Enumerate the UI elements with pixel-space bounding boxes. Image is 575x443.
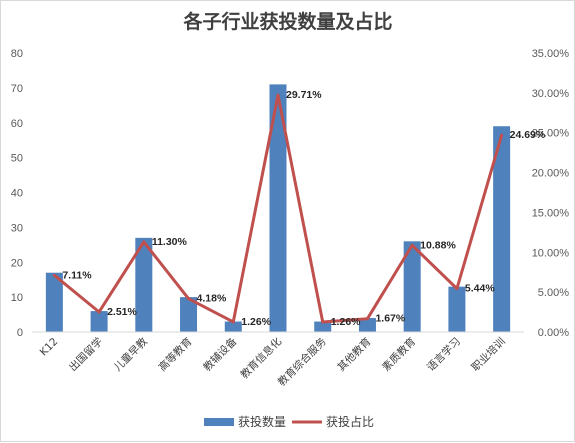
data-label: 24.69% (510, 129, 546, 141)
left-tick-label: 30 (11, 222, 23, 234)
data-label: 7.11% (62, 269, 92, 281)
category-label: 素质教育 (379, 335, 418, 374)
right-tick-label: 20.00% (532, 168, 570, 180)
line-point (142, 240, 146, 244)
category-label: 高等教育 (156, 335, 195, 374)
category-label: 职业培训 (469, 335, 508, 374)
right-tick-label: 0.00% (538, 327, 569, 339)
line-point (365, 317, 369, 321)
data-label: 1.26% (331, 316, 361, 328)
bar-series (45, 84, 511, 332)
line-point (500, 133, 504, 137)
right-tick-label: 5.00% (538, 287, 569, 299)
line-point (455, 287, 459, 291)
line-point (321, 320, 325, 324)
line-point (410, 243, 414, 247)
left-tick-label: 80 (11, 48, 23, 60)
line-point (52, 273, 56, 277)
data-label: 10.88% (420, 239, 456, 251)
left-tick-label: 60 (11, 118, 23, 130)
category-label: 其他教育 (335, 335, 374, 374)
left-tick-label: 70 (11, 83, 23, 95)
category-label: 教辅设备 (201, 335, 240, 374)
category-label: K12 (38, 336, 61, 359)
line-series: 7.11% 2.51% 11.30% 4.18% 1.26% 29.71% 1.26% 1.6… (52, 89, 546, 328)
legend-swatch-bars (204, 418, 234, 426)
data-label: 1.26% (241, 316, 271, 328)
left-tick-label: 10 (11, 292, 23, 304)
line-point (187, 297, 191, 301)
bar (180, 297, 198, 332)
category-label: 教育信息化 (238, 335, 285, 382)
bar (314, 321, 332, 332)
line-point (231, 320, 235, 324)
right-axis: 0.00% 5.00% 10.00% 15.00% 20.00% 25.00% 30.00%… (532, 48, 570, 339)
data-label: 2.51% (107, 306, 137, 318)
data-label: 1.67% (375, 313, 405, 325)
bar (269, 84, 287, 332)
legend-label-bars: 获投数量 (238, 414, 286, 429)
bar (493, 126, 511, 332)
chart-title: 各子行业获投数量及占比 (182, 10, 392, 33)
left-axis: 0 10 20 30 40 50 60 70 80 (11, 48, 23, 339)
data-label: 29.71% (286, 89, 322, 101)
left-tick-label: 50 (11, 153, 23, 165)
data-label: 11.30% (152, 236, 188, 248)
legend-label-line: 获投占比 (326, 414, 374, 429)
line-point (97, 310, 101, 314)
bar (448, 286, 466, 332)
bar (90, 311, 108, 332)
category-label: 语言学习 (424, 335, 463, 374)
left-tick-label: 20 (11, 257, 23, 269)
right-tick-label: 35.00% (532, 48, 570, 60)
data-label: 5.44% (465, 283, 495, 295)
category-label: 教育综合服务 (275, 335, 329, 389)
legend: 获投数量 获投占比 (204, 414, 374, 429)
left-tick-label: 0 (17, 327, 23, 339)
right-tick-label: 25.00% (532, 128, 570, 140)
bar (403, 241, 421, 332)
data-label: 4.18% (197, 293, 227, 305)
bar (135, 237, 153, 332)
right-tick-label: 15.00% (532, 207, 570, 219)
bar (224, 321, 242, 332)
right-tick-label: 30.00% (532, 88, 570, 100)
left-tick-label: 40 (11, 188, 23, 200)
category-label: 出国留学 (66, 335, 105, 374)
category-label: 儿童早教 (111, 335, 150, 374)
right-tick-label: 10.00% (532, 247, 570, 259)
bar (45, 272, 63, 332)
bar (358, 318, 376, 332)
line-point (276, 93, 280, 97)
